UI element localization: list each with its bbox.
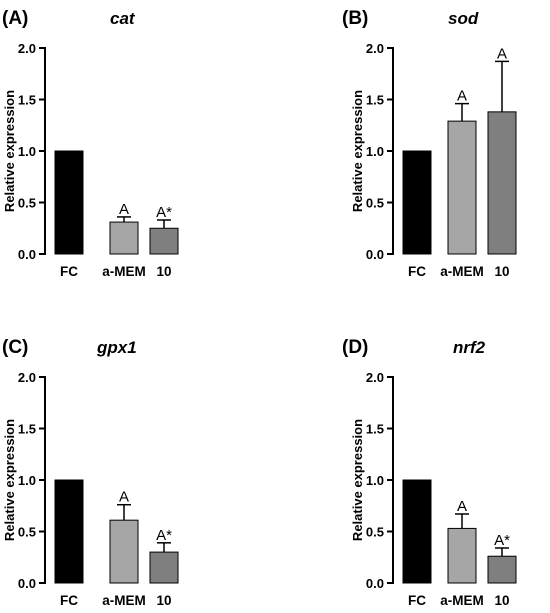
y-axis-label: Relative expression bbox=[350, 90, 365, 212]
bar-1 bbox=[109, 221, 139, 255]
chart-title: cat bbox=[110, 9, 136, 28]
y-tick-label: 0.0 bbox=[366, 576, 384, 591]
y-tick-label: 2.0 bbox=[18, 370, 36, 385]
chart-panel-2: (C) gpx1 Relative expression 0.0 0.5 1.0 1.5 2.… bbox=[2, 337, 179, 608]
x-tick-label: FC bbox=[408, 593, 426, 608]
chart-title: sod bbox=[448, 9, 479, 28]
y-tick-label: 1.0 bbox=[366, 473, 384, 488]
x-tick-label: 10 bbox=[494, 264, 509, 279]
bar-1 bbox=[447, 527, 477, 584]
y-tick-label: 1.5 bbox=[18, 422, 36, 437]
panel-label: (B) bbox=[342, 8, 368, 29]
significance-label: A* bbox=[156, 527, 172, 544]
chart-title: nrf2 bbox=[453, 338, 486, 357]
significance-label: A bbox=[457, 88, 467, 105]
y-tick-label: 0.5 bbox=[18, 525, 36, 540]
y-axis-label: Relative expression bbox=[350, 419, 365, 541]
y-axis-label: Relative expression bbox=[2, 419, 17, 541]
significance-label: A* bbox=[156, 204, 172, 221]
y-tick-label: 0.0 bbox=[18, 247, 36, 262]
y-tick-label: 0.5 bbox=[18, 196, 36, 211]
bar-1 bbox=[447, 120, 477, 255]
bar-2 bbox=[149, 227, 179, 255]
panel-label: (C) bbox=[2, 337, 28, 358]
y-tick-label: 1.0 bbox=[18, 473, 36, 488]
x-tick-label: FC bbox=[60, 593, 78, 608]
y-tick-label: 0.5 bbox=[366, 525, 384, 540]
significance-label: A bbox=[497, 45, 507, 62]
x-tick-label: a-MEM bbox=[102, 593, 146, 608]
chart-panel-1: (B) sod Relative expression 0.0 0.5 1.0 1.5 2.0… bbox=[342, 8, 517, 279]
chart-panel-3: (D) nrf2 Relative expression 0.0 0.5 1.0 1.5 2.… bbox=[342, 337, 517, 608]
chart-panel-0: (A) cat Relative expression 0.0 0.5 1.0 1.5 2.0… bbox=[2, 8, 179, 279]
x-tick-label: FC bbox=[60, 264, 78, 279]
chart-title: gpx1 bbox=[96, 338, 137, 357]
x-tick-label: 10 bbox=[494, 593, 509, 608]
panel-label: (A) bbox=[2, 8, 28, 29]
y-tick-label: 0.0 bbox=[366, 247, 384, 262]
significance-label: A bbox=[119, 201, 129, 218]
bar-2 bbox=[487, 111, 517, 255]
x-tick-label: a-MEM bbox=[440, 264, 484, 279]
significance-label: A bbox=[457, 498, 467, 515]
significance-label: A bbox=[119, 489, 129, 506]
bar-2 bbox=[149, 551, 179, 584]
bar-0 bbox=[402, 150, 432, 255]
y-tick-label: 0.5 bbox=[366, 196, 384, 211]
x-tick-label: a-MEM bbox=[102, 264, 146, 279]
x-tick-label: FC bbox=[408, 264, 426, 279]
y-tick-label: 2.0 bbox=[366, 41, 384, 56]
y-tick-label: 1.5 bbox=[366, 422, 384, 437]
y-tick-label: 1.5 bbox=[366, 93, 384, 108]
x-tick-label: 10 bbox=[156, 593, 171, 608]
panel-label: (D) bbox=[342, 337, 368, 358]
y-tick-label: 1.0 bbox=[366, 144, 384, 159]
x-tick-label: a-MEM bbox=[440, 593, 484, 608]
y-axis-label: Relative expression bbox=[2, 90, 17, 212]
y-tick-label: 2.0 bbox=[366, 370, 384, 385]
y-tick-label: 1.0 bbox=[18, 144, 36, 159]
bar-2 bbox=[487, 555, 517, 584]
bar-1 bbox=[109, 519, 139, 584]
bar-0 bbox=[54, 150, 84, 255]
bar-0 bbox=[402, 479, 432, 584]
significance-label: A* bbox=[494, 532, 510, 549]
y-tick-label: 1.5 bbox=[18, 93, 36, 108]
y-tick-label: 2.0 bbox=[18, 41, 36, 56]
y-tick-label: 0.0 bbox=[18, 576, 36, 591]
x-tick-label: 10 bbox=[156, 264, 171, 279]
bar-0 bbox=[54, 479, 84, 584]
